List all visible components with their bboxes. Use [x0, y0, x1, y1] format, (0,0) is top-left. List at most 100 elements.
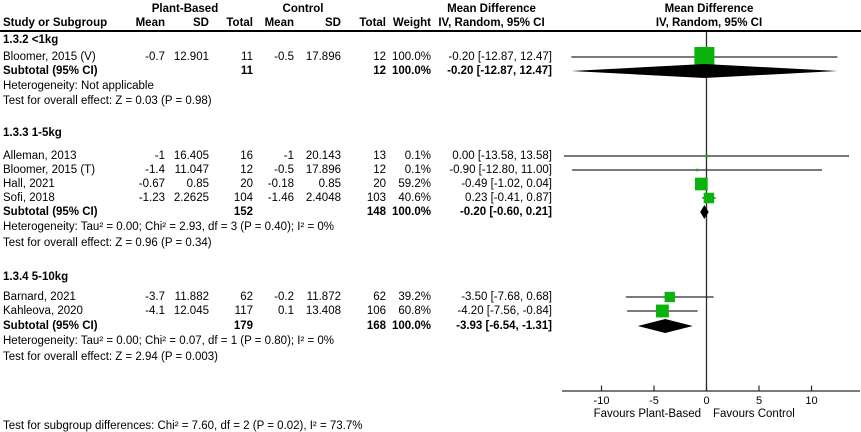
- study-mean2: 0.1: [278, 305, 294, 317]
- total1-column-header: Total: [226, 17, 253, 29]
- mean2-column-header: Mean: [264, 17, 294, 29]
- control-group-header: Control: [282, 3, 324, 15]
- overall-effect-test-text: Test for overall effect: Z = 0.96 (P = 0…: [3, 237, 212, 249]
- overall-effect-test-text: Test for overall effect: Z = 0.03 (P = 0…: [3, 95, 212, 107]
- study-sd2: 13.408: [305, 305, 341, 317]
- study-name: Kahleova, 2020: [3, 305, 83, 317]
- study-md_text: -4.20 [-7.56, -0.84]: [457, 305, 552, 317]
- study-sd1: 12.045: [173, 305, 209, 317]
- study-weight: 60.8%: [398, 305, 431, 317]
- study-sd2: 20.143: [305, 150, 341, 162]
- method-plot-header: IV, Random, 95% CI: [655, 17, 763, 29]
- study-md_text: 0.23 [-0.41, 0.87]: [465, 192, 552, 204]
- study-sd1: 11.047: [174, 164, 209, 176]
- axis-tick-label: -10: [594, 395, 610, 407]
- subtotal-weight: 100.0%: [391, 320, 431, 332]
- study-sd1: 2.2625: [173, 192, 209, 204]
- axis-tick-label: 0: [703, 395, 709, 407]
- study-name: Bloomer, 2015 (V): [3, 51, 96, 63]
- study-mean1: -4.1: [145, 305, 165, 317]
- subtotal-label: Subtotal (95% CI): [3, 320, 98, 332]
- favours-left-label: Favours Plant-Based: [594, 408, 701, 420]
- study-n2: 13: [373, 150, 386, 162]
- study-weight: 40.6%: [398, 192, 431, 204]
- study-n1: 104: [233, 192, 253, 204]
- effect-square: [655, 304, 669, 318]
- sd2-column-header: SD: [325, 17, 341, 29]
- study-sd2: 17.896: [305, 164, 341, 176]
- study-mean2: -0.5: [274, 51, 294, 63]
- study-sd1: 16.405: [173, 150, 209, 162]
- study-n2: 62: [373, 291, 386, 303]
- study-n1: 20: [240, 178, 253, 190]
- study-n1: 16: [240, 150, 253, 162]
- heterogeneity-text: Heterogeneity: Tau² = 0.00; Chi² = 2.93,…: [3, 221, 335, 233]
- overall-effect-test-text: Test for overall effect: Z = 2.94 (P = 0…: [3, 351, 218, 363]
- subtotal-label: Subtotal (95% CI): [3, 65, 98, 77]
- effect-square: [695, 168, 699, 172]
- subtotal-md-text: -3.93 [-6.54, -1.31]: [456, 320, 552, 332]
- subtotal-n1: 152: [233, 206, 253, 218]
- study-mean2: -1: [283, 150, 294, 162]
- mean1-column-header: Mean: [135, 17, 165, 29]
- study-mean2: -0.2: [274, 291, 294, 303]
- study-mean1: -0.67: [138, 178, 165, 190]
- effect-square: [705, 154, 708, 158]
- effect-square: [664, 291, 675, 303]
- study-sd2: 11.872: [306, 291, 341, 303]
- study-mean1: -1.23: [138, 192, 165, 204]
- study-n1: 11: [241, 51, 253, 63]
- subgroup-difference-test-text: Test for subgroup differences: Chi² = 7.…: [3, 420, 363, 432]
- study-mean2: -1.46: [267, 192, 294, 204]
- axis-tick-label: 10: [805, 395, 817, 407]
- study-n2: 12: [373, 164, 386, 176]
- study-mean1: -1.4: [145, 164, 165, 176]
- subtotal-label: Subtotal (95% CI): [3, 206, 98, 218]
- study-weight: 100.0%: [391, 51, 431, 63]
- subgroup-title: 1.3.4 5-10kg: [3, 271, 69, 283]
- subtotal-diamond: [637, 319, 693, 333]
- study-n2: 12: [373, 51, 386, 63]
- effect-plot-header: Mean Difference: [664, 3, 754, 15]
- subgroup-title: 1.3.3 1-5kg: [3, 127, 62, 139]
- effect-square: [694, 47, 715, 67]
- study-name: Sofi, 2018: [3, 192, 55, 204]
- study-weight: 59.2%: [398, 178, 431, 190]
- study-weight: 39.2%: [398, 291, 431, 303]
- favours-right-label: Favours Control: [713, 408, 795, 420]
- study-md_text: -0.20 [-12.87, 12.47]: [448, 51, 552, 63]
- subtotal-n2: 12: [373, 65, 386, 77]
- study-n1: 62: [240, 291, 253, 303]
- study-md_text: 0.00 [-13.58, 13.58]: [452, 150, 552, 162]
- study-n1: 12: [240, 164, 253, 176]
- total2-column-header: Total: [359, 17, 386, 29]
- study-n2: 20: [373, 178, 386, 190]
- study-mean1: -0.7: [145, 51, 165, 63]
- study-mean1: -1: [154, 150, 165, 162]
- study-mean2: -0.5: [274, 164, 294, 176]
- study-weight: 0.1%: [404, 164, 431, 176]
- subgroup-title: 1.3.2 <1kg: [3, 34, 59, 46]
- sd1-column-header: SD: [193, 17, 209, 29]
- study-name: Barnard, 2021: [3, 291, 76, 303]
- study-n2: 106: [366, 305, 386, 317]
- subtotal-md-text: -0.20 [-0.60, 0.21]: [459, 206, 552, 218]
- effect-square: [703, 192, 715, 204]
- subtotal-n1: 179: [233, 320, 253, 332]
- subtotal-weight: 100.0%: [391, 206, 431, 218]
- effect-stats-header: Mean Difference: [447, 3, 536, 15]
- weight-column-header: Weight: [392, 17, 431, 29]
- method-stats-header: IV, Random, 95% CI: [438, 17, 545, 29]
- study-sd2: 0.85: [318, 178, 341, 190]
- study-sd1: 12.901: [173, 51, 209, 63]
- study-n1: 117: [234, 305, 253, 317]
- study-sd1: 0.85: [186, 178, 209, 190]
- header-divider: [0, 30, 861, 32]
- subtotal-md-text: -0.20 [-12.87, 12.47]: [447, 65, 552, 77]
- study-name: Bloomer, 2015 (T): [3, 164, 96, 176]
- effect-square: [695, 177, 708, 191]
- study-sd1: 11.882: [174, 291, 209, 303]
- study-md_text: -0.49 [-1.02, 0.04]: [461, 178, 552, 190]
